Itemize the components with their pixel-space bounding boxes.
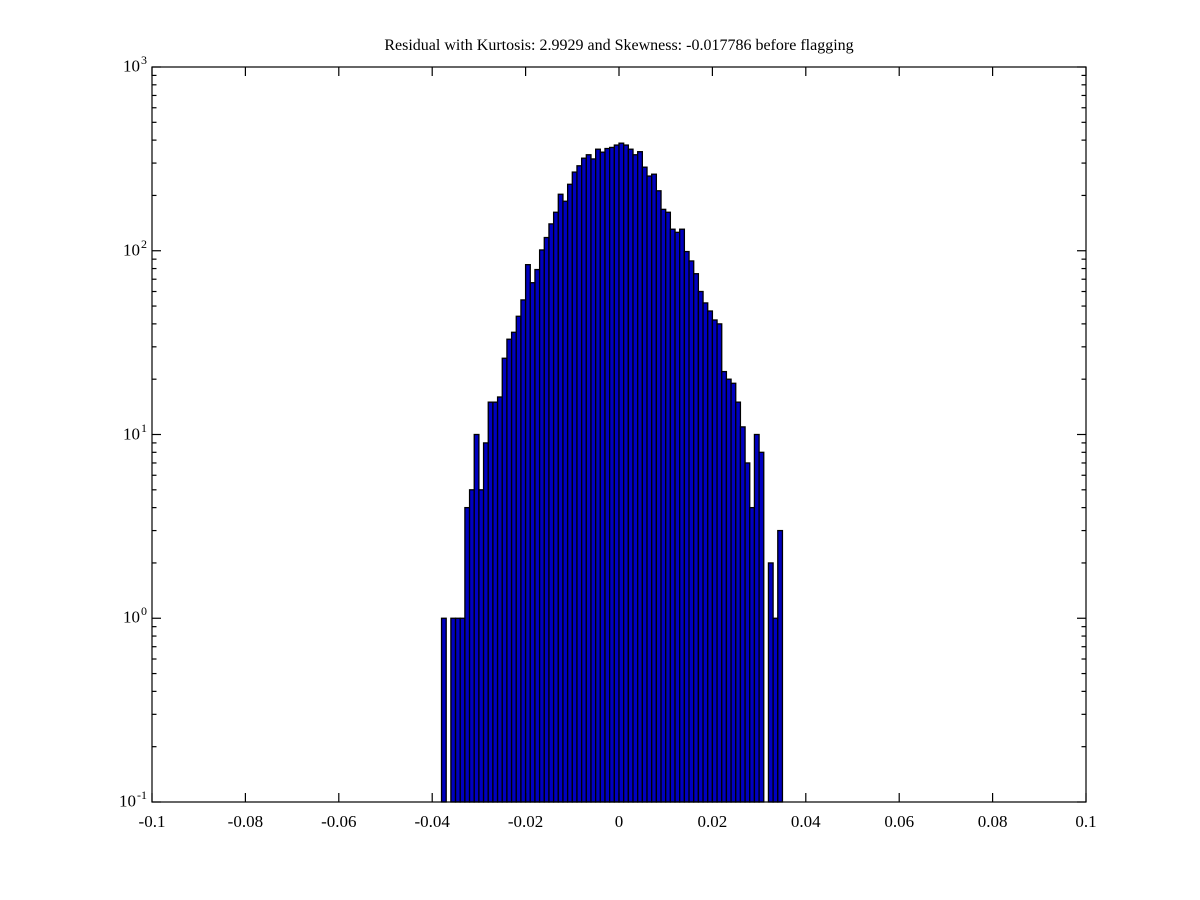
histogram-bar bbox=[716, 323, 723, 803]
histogram-bar bbox=[739, 426, 746, 803]
histogram-bar bbox=[506, 338, 513, 803]
histogram-bar bbox=[669, 228, 676, 803]
histogram-bar bbox=[510, 331, 517, 803]
histogram-bar bbox=[501, 357, 508, 803]
histogram-bar bbox=[777, 529, 784, 803]
histogram-bar bbox=[753, 433, 760, 803]
histogram-bar bbox=[595, 148, 601, 803]
histogram-bar bbox=[464, 506, 471, 803]
histogram-bar bbox=[585, 154, 592, 803]
y-tick-label: 102 bbox=[123, 236, 147, 260]
histogram-bar bbox=[496, 396, 503, 803]
histogram-bar bbox=[711, 319, 718, 803]
histogram-bar bbox=[454, 617, 461, 803]
histogram-bar bbox=[632, 154, 639, 803]
histogram-bar bbox=[609, 146, 615, 803]
histogram-bar bbox=[468, 489, 475, 803]
histogram-bar bbox=[627, 148, 634, 803]
histogram-bar bbox=[548, 223, 555, 803]
y-tick-label: 103 bbox=[123, 53, 147, 76]
y-tick-label: 101 bbox=[123, 420, 147, 444]
histogram-bar bbox=[482, 442, 489, 803]
x-tick-label: -0.06 bbox=[321, 812, 357, 831]
histogram-bar bbox=[641, 166, 648, 803]
histogram-bar bbox=[679, 228, 686, 803]
y-tick-label: 100 bbox=[123, 604, 147, 627]
histogram-bar bbox=[660, 208, 667, 803]
histogram-bar bbox=[618, 142, 625, 803]
histogram-bar bbox=[730, 382, 737, 803]
histogram-bar bbox=[604, 147, 611, 803]
x-tick-label: 0.04 bbox=[790, 812, 821, 831]
histogram-bar bbox=[697, 290, 704, 803]
histogram-bar bbox=[758, 451, 765, 803]
histogram-bar bbox=[515, 315, 522, 803]
histogram-bar bbox=[693, 273, 700, 803]
histogram-bar bbox=[473, 433, 480, 803]
histogram-bar bbox=[623, 144, 629, 803]
histogram-bar bbox=[707, 310, 714, 803]
chart-title: Residual with Kurtosis: 2.9929 and Skewn… bbox=[384, 37, 854, 54]
histogram-bar bbox=[655, 190, 662, 803]
histogram-bar bbox=[459, 617, 466, 803]
histogram-bar bbox=[538, 249, 545, 803]
histogram-bar bbox=[637, 151, 643, 803]
histogram-bar bbox=[651, 173, 658, 803]
histogram-bar bbox=[557, 193, 564, 803]
histogram-bar bbox=[767, 562, 774, 803]
x-tick-label: -0.04 bbox=[414, 812, 450, 831]
histogram-bar bbox=[566, 183, 573, 803]
histogram-bar bbox=[688, 260, 695, 803]
y-tick-label: 10-1 bbox=[119, 788, 147, 811]
histogram-bar bbox=[590, 158, 597, 803]
histogram-bar bbox=[552, 211, 559, 803]
histogram-bar bbox=[478, 489, 485, 803]
x-tick-label: 0.1 bbox=[1075, 812, 1097, 831]
histogram-bar bbox=[772, 617, 779, 803]
x-tick-label: 0.08 bbox=[977, 812, 1008, 831]
histogram-bar bbox=[665, 211, 672, 803]
histogram-bar bbox=[683, 250, 690, 803]
x-tick-label: -0.1 bbox=[138, 812, 166, 831]
histogram-bar bbox=[576, 165, 583, 803]
histogram-bar bbox=[450, 617, 457, 803]
histogram-bar bbox=[674, 231, 681, 803]
histogram-bar bbox=[571, 171, 578, 803]
histogram-bar bbox=[580, 157, 587, 803]
histogram-bar bbox=[524, 264, 531, 803]
x-tick-label: 0.06 bbox=[884, 812, 915, 831]
histogram-bar bbox=[702, 302, 709, 803]
histogram-bar bbox=[440, 617, 447, 803]
histogram-bar bbox=[744, 462, 751, 803]
histogram-bar bbox=[487, 401, 494, 803]
x-tick-label: 0.02 bbox=[697, 812, 728, 831]
histogram-bar bbox=[725, 378, 732, 803]
histogram-bar bbox=[529, 282, 536, 803]
histogram-bar bbox=[562, 200, 569, 803]
x-tick-label: -0.02 bbox=[507, 812, 544, 831]
x-tick-label: 0 bbox=[614, 812, 624, 831]
histogram-bar bbox=[646, 175, 653, 803]
histogram-bar bbox=[599, 151, 606, 803]
histogram-bar bbox=[492, 401, 499, 803]
histogram-bar bbox=[520, 299, 527, 803]
histogram-bar bbox=[613, 144, 620, 803]
histogram-bar bbox=[735, 401, 742, 803]
histogram-bar bbox=[721, 370, 728, 803]
histogram-bar bbox=[543, 236, 550, 803]
histogram-bar bbox=[749, 506, 756, 803]
x-tick-label: -0.08 bbox=[227, 812, 264, 831]
histogram-bar bbox=[534, 268, 541, 803]
